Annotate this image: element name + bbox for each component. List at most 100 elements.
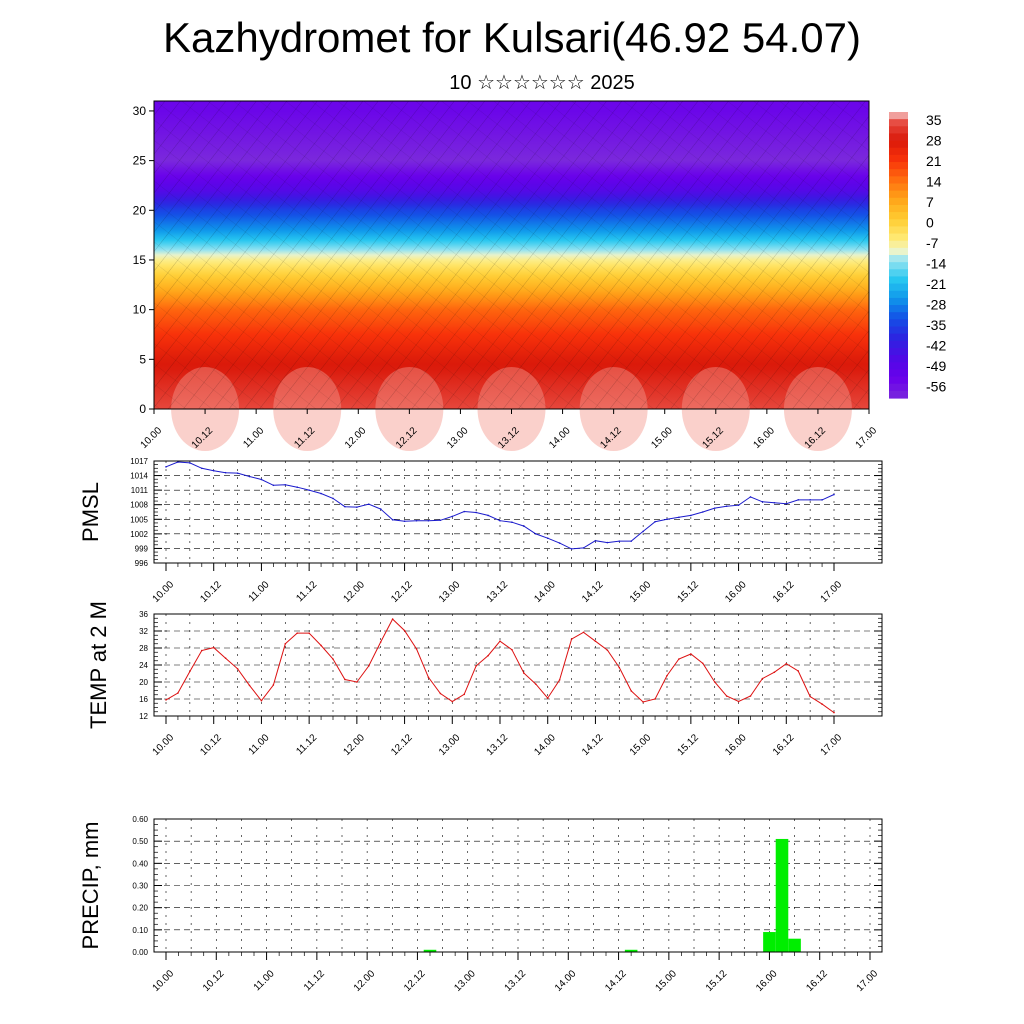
x-tick-label: 15.00	[654, 968, 680, 994]
x-tick-label: 10.12	[201, 968, 227, 994]
y-tick-label: 0.20	[132, 904, 148, 913]
data-point	[475, 511, 477, 514]
x-tick-label: 17.00	[819, 732, 845, 758]
x-tick-label: 10.12	[198, 579, 224, 605]
data-point	[523, 525, 525, 527]
colorbar-segment	[889, 147, 908, 156]
data-point	[212, 646, 215, 649]
colorbar-segment	[889, 312, 908, 320]
data-point	[701, 662, 704, 665]
colorbar-segment	[889, 212, 908, 220]
data-point	[403, 629, 406, 632]
data-point	[701, 511, 704, 513]
y-tick-label: 10	[133, 303, 147, 317]
data-point	[606, 649, 609, 651]
colorbar-segment	[889, 340, 908, 349]
x-tick-label: 10.00	[151, 579, 177, 605]
data-point	[713, 681, 716, 683]
data-point	[558, 542, 561, 544]
data-point	[833, 493, 835, 496]
data-point	[475, 665, 477, 667]
colorbar-tick-label: -14	[926, 256, 946, 272]
y-axis-label: PMSL	[78, 482, 103, 542]
precip-bar	[788, 938, 801, 952]
y-axis-label: TEMP at 2 M	[86, 601, 111, 729]
wind-streamlines-cross	[154, 101, 869, 409]
data-point	[320, 644, 322, 647]
data-point	[439, 519, 442, 522]
data-point	[487, 654, 489, 657]
colorbar-tick-label: -49	[926, 358, 946, 374]
x-tick-label: 13.00	[437, 579, 463, 605]
data-point	[797, 670, 800, 672]
data-point	[690, 653, 692, 655]
x-tick-label: 16.12	[771, 732, 797, 758]
y-tick-label: 0.30	[132, 882, 148, 891]
data-point	[224, 471, 227, 474]
y-tick-label: 1002	[130, 530, 148, 539]
x-tick-label: 15.00	[628, 579, 654, 605]
data-point	[654, 698, 656, 700]
data-point	[534, 533, 537, 535]
y-tick-label: 996	[135, 559, 149, 568]
data-point	[344, 678, 346, 681]
x-tick-label: 11.12	[294, 579, 319, 604]
y-tick-label: 999	[135, 544, 149, 553]
data-point	[666, 674, 668, 677]
x-tick-label: 17.00	[854, 425, 880, 451]
data-point	[248, 475, 251, 478]
y-tick-label: 15	[133, 253, 147, 267]
x-tick-label: 17.00	[855, 968, 881, 994]
data-point	[594, 539, 597, 542]
data-point	[332, 658, 334, 660]
data-point	[642, 530, 644, 533]
colorbar-tick-label: -56	[926, 379, 946, 395]
colorbar-segment	[889, 326, 908, 335]
panel-frame	[153, 613, 883, 717]
x-tick-label: 13.00	[437, 732, 463, 758]
y-tick-label: 24	[139, 661, 148, 670]
data-point	[558, 679, 561, 681]
data-point	[236, 472, 239, 474]
colorbar-segment	[889, 269, 908, 278]
x-tick-label: 10.00	[151, 968, 177, 994]
precip-bar	[775, 838, 789, 952]
data-point	[403, 520, 406, 523]
data-point	[177, 461, 179, 463]
colorbar-segment	[889, 112, 908, 120]
x-tick-label: 16.12	[771, 579, 797, 605]
x-tick-label: 16.12	[804, 968, 830, 994]
x-tick-label: 12.12	[389, 732, 415, 758]
data-point	[415, 519, 418, 522]
data-point	[582, 631, 585, 634]
colorbar-segment	[889, 226, 908, 235]
data-point	[785, 662, 788, 665]
data-point	[463, 693, 466, 696]
x-tick-label: 10.00	[139, 425, 165, 451]
x-tick-label: 11.12	[294, 732, 319, 757]
x-tick-label: 17.00	[819, 579, 845, 605]
colorbar-segment	[889, 133, 908, 142]
colorbar-segment	[889, 183, 908, 192]
series-line	[165, 461, 835, 550]
data-point	[570, 638, 573, 640]
data-point	[427, 676, 430, 679]
colorbar-segment	[889, 169, 908, 177]
data-point	[391, 518, 394, 521]
data-point	[761, 501, 764, 503]
data-point	[177, 692, 179, 694]
data-point	[606, 541, 609, 544]
y-tick-label: 32	[139, 627, 148, 636]
colorbar-tick-label: 35	[926, 112, 942, 128]
x-tick-label: 14.12	[603, 968, 629, 994]
data-point	[761, 677, 764, 680]
x-tick-label: 14.00	[532, 732, 558, 758]
colorbar-segment	[889, 333, 908, 342]
x-tick-label: 13.12	[485, 732, 511, 758]
data-point	[332, 497, 334, 500]
data-point	[546, 537, 549, 540]
colorbar-segment	[889, 240, 908, 249]
data-point	[713, 507, 716, 509]
x-tick-label: 13.00	[452, 968, 478, 994]
